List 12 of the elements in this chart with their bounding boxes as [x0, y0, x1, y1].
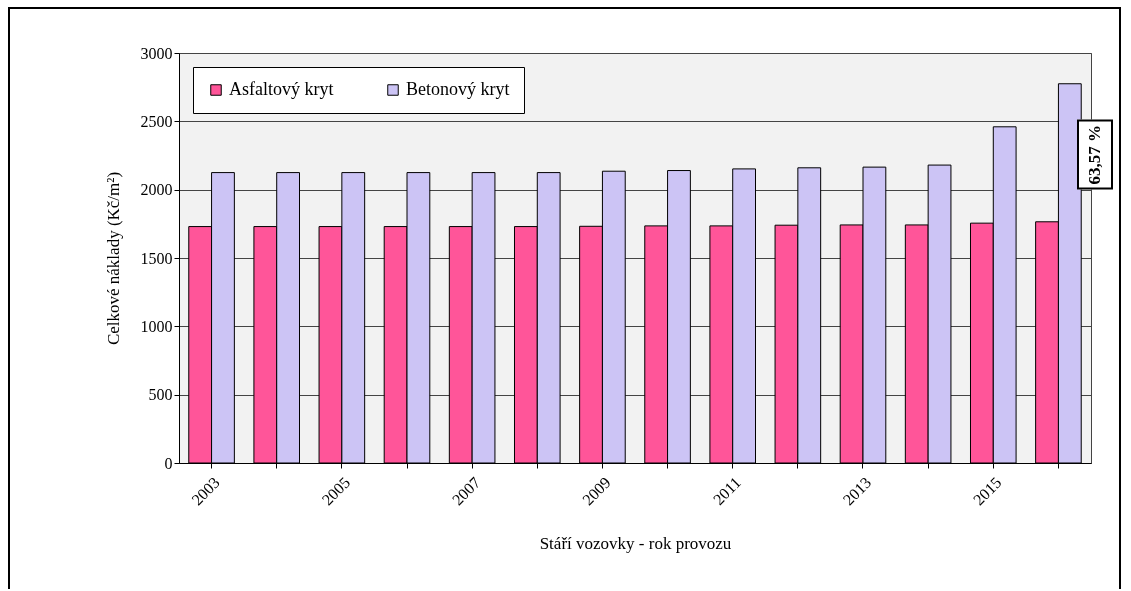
y-tick-label: 0 — [164, 454, 173, 472]
y-tick-label: 1000 — [140, 317, 173, 335]
legend-label: Asfaltový kryt — [229, 79, 334, 99]
y-tick-label: 500 — [148, 386, 173, 404]
annotation: 63,57 % — [1077, 120, 1113, 190]
y-tick-label: 1500 — [140, 249, 173, 267]
legend-label: Betonový kryt — [406, 79, 510, 99]
y-tick-label: 3000 — [140, 44, 173, 62]
y-tick-label: 2000 — [140, 181, 173, 199]
y-tick-label: 2500 — [140, 112, 173, 130]
y-axis-title: Celkové náklady (Kč/m²) — [103, 171, 123, 346]
x-axis-title: Stáří vozovky - rok provozu — [539, 534, 732, 554]
